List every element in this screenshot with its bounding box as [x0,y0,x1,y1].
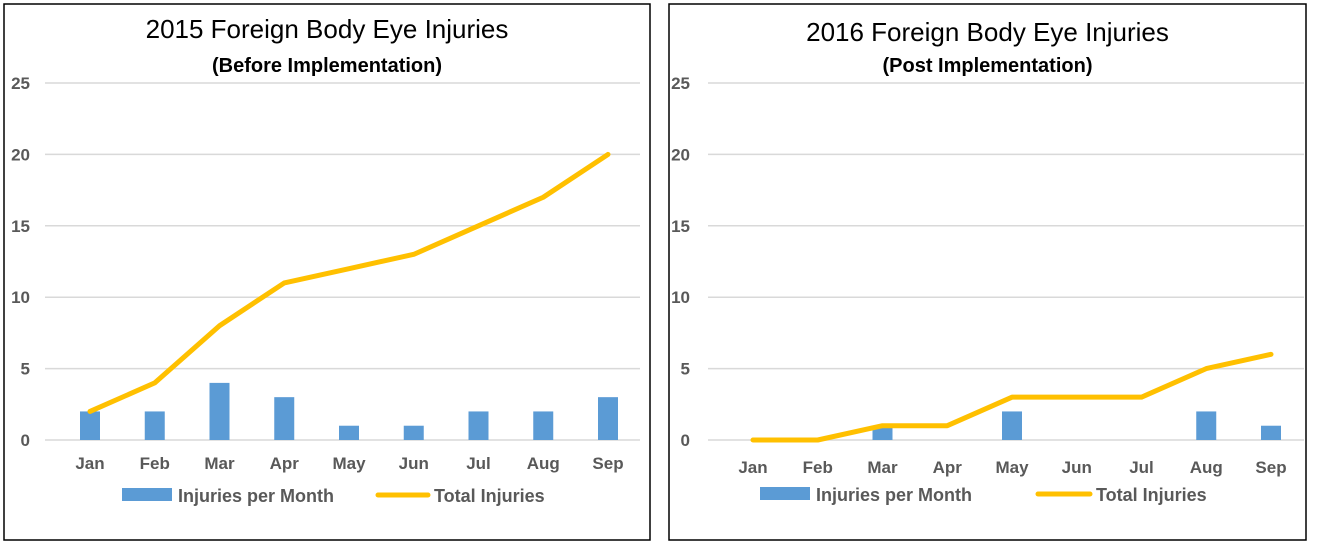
x-tick-label: Jul [1129,458,1154,477]
chart-2: 2016 Foreign Body Eye Injuries (Post Impl… [668,3,1307,541]
y-tick-label: 25 [671,74,690,93]
x-tick-label: Feb [803,458,833,477]
x-tick-label: Jan [75,454,104,473]
legend-bar-swatch [760,487,810,500]
y-tick-label: 20 [11,145,30,164]
y-tick-label: 5 [21,360,30,379]
y-tick-label: 0 [681,431,690,450]
x-tick-label: Jan [738,458,767,477]
bar-may [1002,411,1022,440]
x-tick-label: Jun [1062,458,1092,477]
chart-1: 2015 Foreign Body Eye Injuries (Before Im… [3,3,651,541]
x-tick-label: Feb [140,454,170,473]
x-tick-label: Mar [204,454,235,473]
x-tick-label: Apr [270,454,300,473]
y-tick-label: 10 [11,288,30,307]
x-tick-label: Aug [527,454,560,473]
y-tick-label: 15 [671,217,690,236]
y-tick-label: 25 [11,74,30,93]
x-tick-label: Jul [466,454,491,473]
x-tick-label: May [332,454,366,473]
bar-jan [80,411,100,440]
x-tick-label: Apr [933,458,963,477]
x-tick-label: Jun [399,454,429,473]
bar-jun [403,425,424,440]
y-tick-label: 15 [11,217,30,236]
legend-bar-label: Injuries per Month [816,485,972,505]
chart-title: 2016 Foreign Body Eye Injuries [806,17,1169,47]
legend-line-label: Total Injuries [1096,485,1207,505]
legend: Injuries per Month Total Injuries [760,485,1207,505]
bar-jul [468,411,489,440]
x-tick-label: Sep [592,454,623,473]
x-tick-label: Mar [867,458,898,477]
bar-feb [144,411,165,440]
legend-line-label: Total Injuries [434,486,545,506]
y-tick-label: 20 [671,145,690,164]
legend-bar-label: Injuries per Month [178,486,334,506]
bar-sep [1261,425,1281,440]
bar-sep [598,397,618,440]
chart-border [668,3,1307,541]
legend: Injuries per Month Total Injuries [122,486,545,506]
bar-aug [533,411,554,440]
bar-mar [209,382,230,440]
legend-bar-swatch [122,488,172,501]
chart-title: 2015 Foreign Body Eye Injuries [146,14,509,44]
x-tick-label: May [995,458,1029,477]
bar-may [339,425,359,440]
bar-aug [1196,411,1217,440]
y-tick-label: 5 [681,360,690,379]
x-tick-label: Aug [1190,458,1223,477]
x-tick-label: Sep [1255,458,1286,477]
y-tick-label: 0 [21,431,30,450]
y-tick-label: 10 [671,288,690,307]
bar-apr [274,397,295,440]
chart-subtitle: (Post Implementation) [882,55,1092,77]
chart-subtitle: (Before Implementation) [212,55,442,77]
